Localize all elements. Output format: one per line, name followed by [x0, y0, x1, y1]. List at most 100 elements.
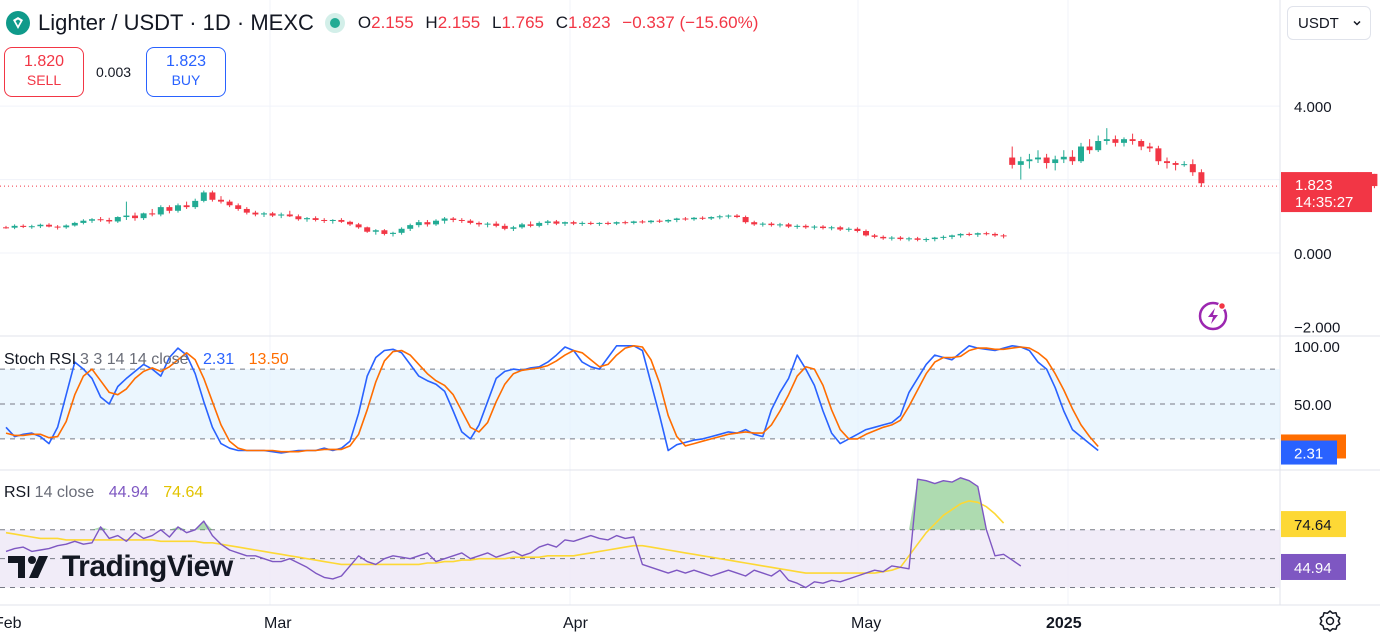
ohlc-high-value: 2.155 [437, 13, 481, 32]
candle-body [845, 228, 852, 230]
candle-body [682, 218, 689, 220]
candle-body [1146, 146, 1153, 149]
candle-body [914, 238, 921, 240]
rsi-line [5, 477, 1022, 589]
rsi-badge-label: 44.94 [1294, 560, 1332, 577]
candle-body [235, 205, 242, 209]
stoch-rsi-tick-label: 100.00 [1294, 339, 1340, 356]
currency-selector[interactable]: USDT [1287, 6, 1371, 40]
rsi-ma-badge [1281, 511, 1346, 538]
ohlc-close-value: 1.823 [568, 13, 611, 32]
candle-body [304, 218, 310, 220]
candle-body [312, 218, 319, 220]
stoch-rsi-d-line [5, 344, 1099, 453]
candle-body [3, 227, 9, 229]
candle-body [1129, 139, 1136, 142]
candle-body [613, 222, 620, 224]
gear-icon[interactable] [1318, 609, 1342, 633]
buy-button[interactable]: 1.823 BUY [146, 47, 226, 97]
candle-body [441, 218, 448, 221]
candle-body [622, 222, 629, 224]
candle-body [286, 214, 293, 217]
rsi-legend[interactable]: RSI 14 close 44.94 74.64 [4, 484, 203, 502]
candle-body [648, 220, 654, 223]
candle-body [923, 239, 930, 241]
candle-body [1181, 164, 1188, 166]
symbol-title[interactable]: Lighter / USDT · 1D · MEXC [38, 10, 314, 35]
candle-body [63, 225, 70, 228]
chevron-down-icon [1353, 20, 1361, 26]
candle-body [708, 217, 715, 219]
candle-body [1189, 164, 1196, 173]
candle-body [54, 226, 61, 228]
candle-body [673, 218, 680, 220]
logo-icon[interactable] [6, 11, 30, 35]
candle-body [966, 233, 973, 235]
candle-body [605, 222, 611, 224]
candle-body [11, 225, 18, 228]
last-price-label: 1.823 [1295, 177, 1333, 194]
rsi-value: 44.94 [108, 484, 149, 501]
candle-body [656, 220, 663, 222]
candle-body [553, 221, 560, 224]
tradingview-logo-icon [8, 556, 48, 578]
flash-icon[interactable] [1197, 300, 1229, 332]
candle-body [1000, 235, 1007, 237]
candle-body [949, 235, 955, 237]
candle-body [123, 215, 130, 218]
candle-body [1164, 161, 1170, 164]
sell-label: SELL [26, 72, 62, 88]
rsi-name: RSI [4, 484, 31, 501]
time-axis-label: Mar [264, 615, 292, 632]
candle-body [183, 205, 190, 208]
ohlc-open-value: 2.155 [371, 13, 414, 32]
candle-body [1103, 139, 1110, 142]
candle-body [415, 222, 422, 226]
sell-button[interactable]: 1.820 SELL [4, 47, 84, 97]
market-open-indicator [329, 18, 340, 28]
candle-body [1112, 139, 1119, 143]
stoch-rsi-k-badge-label: 2.31 [1294, 446, 1323, 463]
candle-body [1172, 163, 1179, 165]
candle-body [751, 222, 758, 225]
candle-body [665, 219, 672, 222]
candle-body [639, 221, 646, 223]
candle-body [166, 207, 173, 211]
candle-body [157, 207, 164, 215]
stoch-rsi-d-value: 13.50 [248, 351, 289, 368]
candle-body [940, 236, 947, 238]
tradingview-watermark: TradingView [8, 550, 233, 584]
rsi-ma-value: 74.64 [163, 484, 204, 501]
candle-body [536, 222, 543, 226]
candle-body [1138, 141, 1145, 147]
candle-body [243, 208, 250, 213]
symbol-header: Lighter / USDT · 1D · MEXC O2.155 H2.155… [6, 8, 765, 38]
candle-body [450, 218, 457, 220]
candle-body [252, 212, 259, 215]
candle-body [725, 215, 732, 217]
time-axis-label: May [851, 615, 881, 632]
candle-body [863, 230, 869, 236]
candle-body [200, 192, 207, 201]
candle-body [1086, 146, 1093, 151]
candle-body [1155, 148, 1162, 162]
candle-body [854, 228, 861, 231]
candle-body [759, 223, 766, 225]
candle-body [226, 201, 233, 206]
candle-body [888, 237, 895, 239]
candle-body [321, 219, 328, 221]
candle-body [97, 219, 104, 221]
candle-body [372, 230, 379, 232]
ohlc-low-key: L [491, 13, 502, 32]
candle-body [811, 226, 818, 228]
candle-body [785, 224, 792, 227]
price-tick-label: 4.000 [1294, 99, 1332, 116]
rsi-overbought-fill [92, 477, 987, 530]
candle-body [467, 220, 474, 223]
stoch-rsi-k-badge [1281, 440, 1337, 465]
stoch-rsi-legend[interactable]: Stoch RSI 3 3 14 14 close 2.31 13.50 [4, 351, 289, 369]
candle-body [364, 227, 371, 232]
candle-body [458, 219, 465, 221]
candle-body [1017, 161, 1024, 165]
